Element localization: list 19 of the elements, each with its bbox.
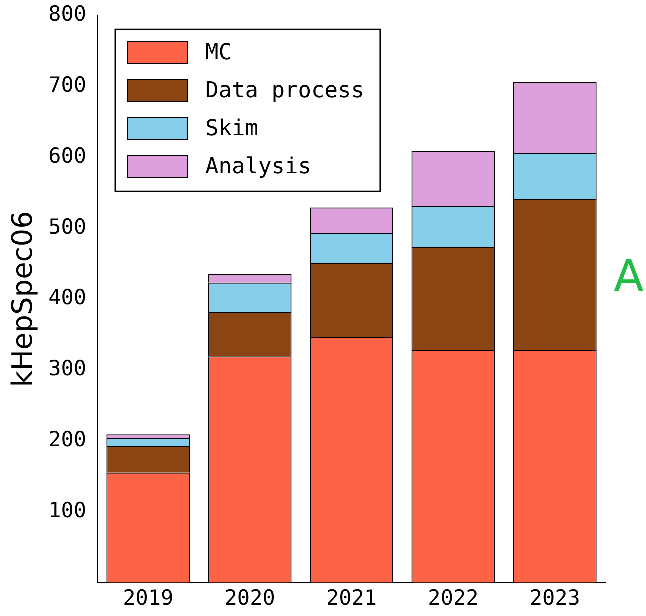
legend-label: Data process <box>206 78 364 104</box>
y-tick-label: 100 <box>48 498 87 522</box>
x-tick-label: 2022 <box>428 586 479 610</box>
y-axis-title: kHepSpec06 <box>6 211 40 388</box>
x-tick-label: 2021 <box>326 586 378 610</box>
legend-label: Analysis <box>206 154 312 180</box>
y-tick-label: 800 <box>48 2 87 26</box>
legend-label: Skim <box>206 116 259 142</box>
x-tick-label: 2020 <box>224 586 276 610</box>
y-tick-label: 200 <box>48 427 87 452</box>
x-tick-label: 2023 <box>530 586 580 610</box>
y-tick-label: 700 <box>48 72 87 97</box>
legend-label: MC <box>206 40 232 66</box>
y-tick-label: 500 <box>48 214 87 239</box>
text: A <box>614 251 644 302</box>
y-tick-label: 300 <box>48 356 87 381</box>
y-tick-label: 400 <box>48 286 87 310</box>
y-tick-label: 600 <box>48 144 87 168</box>
x-tick-label: 2019 <box>123 586 174 610</box>
